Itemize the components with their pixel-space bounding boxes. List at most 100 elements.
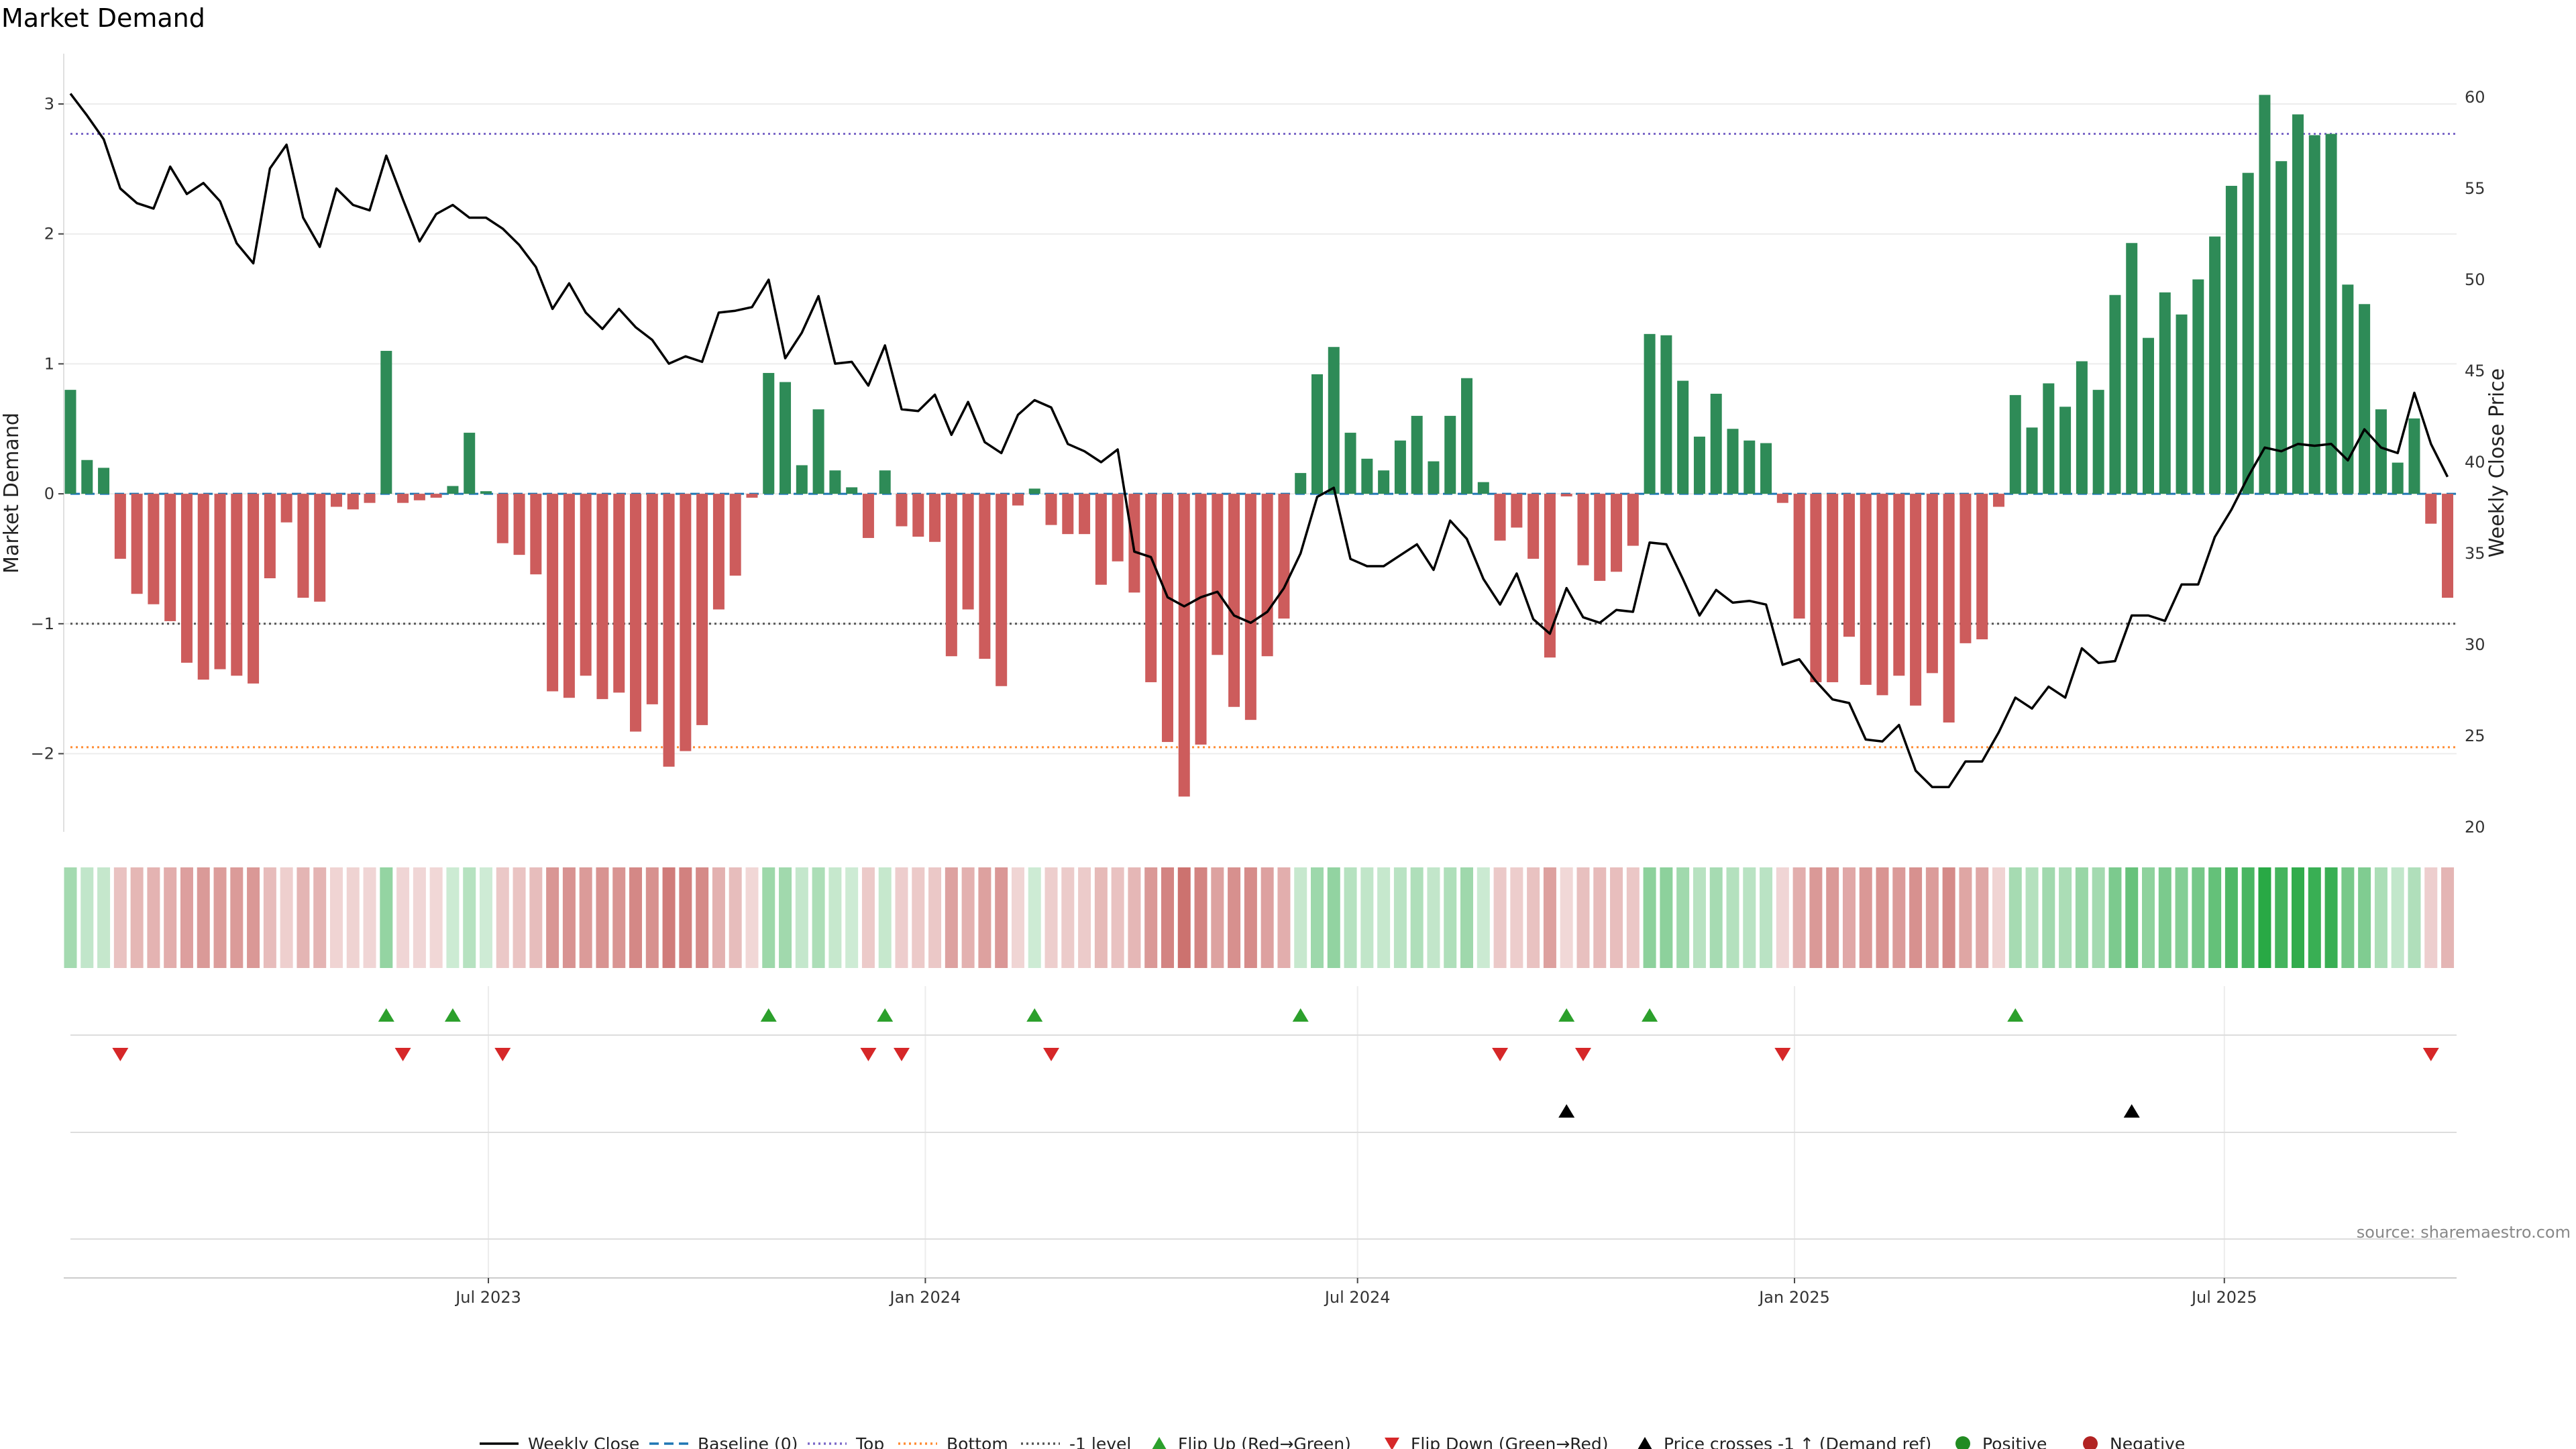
heat-cell bbox=[1760, 867, 1773, 968]
demand-bar bbox=[81, 460, 93, 494]
demand-bar bbox=[630, 494, 642, 732]
heat-cell bbox=[1144, 867, 1158, 968]
flip-down-marker bbox=[1574, 1048, 1591, 1061]
y-tick-label: 1 bbox=[44, 354, 54, 373]
demand-bar bbox=[1328, 347, 1340, 494]
heat-cell bbox=[729, 867, 742, 968]
flip-down-marker bbox=[394, 1048, 411, 1061]
flip-up-marker bbox=[378, 1008, 394, 1022]
demand-bar bbox=[580, 494, 592, 676]
demand-bar bbox=[1394, 440, 1406, 494]
demand-bar bbox=[1477, 482, 1489, 494]
demand-bar bbox=[1278, 494, 1290, 619]
heat-cell bbox=[1094, 867, 1108, 968]
demand-bar bbox=[746, 494, 758, 498]
heat-cell bbox=[1693, 867, 1706, 968]
demand-bar bbox=[929, 494, 941, 542]
heat-cell bbox=[2175, 867, 2188, 968]
demand-bar bbox=[596, 494, 608, 700]
heat-cell bbox=[1726, 867, 1739, 968]
heat-cell bbox=[1277, 867, 1291, 968]
heat-cell bbox=[1660, 867, 1673, 968]
demand-bar bbox=[2275, 161, 2288, 494]
demand-bar bbox=[796, 465, 808, 494]
demand-bar bbox=[1860, 494, 1872, 685]
heat-cell bbox=[1111, 867, 1124, 968]
price-cross-marker bbox=[1558, 1104, 1575, 1118]
y2-tick-label: 55 bbox=[2465, 179, 2485, 198]
heat-cell bbox=[912, 867, 925, 968]
heat-cell bbox=[1228, 867, 1241, 968]
demand-bar bbox=[962, 494, 974, 610]
heat-cell bbox=[1593, 867, 1607, 968]
demand-bar bbox=[2009, 394, 2021, 494]
y2-axis-label: Weekly Close Price bbox=[2485, 368, 2509, 557]
legend-down-swatch bbox=[1385, 1438, 1399, 1449]
price-cross-marker bbox=[2123, 1104, 2140, 1118]
heat-cell bbox=[2025, 867, 2039, 968]
heat-cell bbox=[928, 867, 942, 968]
demand-bar bbox=[879, 470, 891, 494]
x-tick-label: Jul 2024 bbox=[1324, 1288, 1391, 1307]
heat-cell bbox=[2258, 867, 2271, 968]
demand-bar bbox=[1776, 494, 1788, 503]
flip-up-marker bbox=[1026, 1008, 1043, 1022]
demand-bar bbox=[1910, 494, 1922, 706]
demand-bar bbox=[64, 390, 76, 494]
heat-cell bbox=[2192, 867, 2205, 968]
heat-cell bbox=[779, 867, 792, 968]
legend-up-swatch bbox=[1638, 1437, 1652, 1449]
demand-bar bbox=[1960, 494, 1972, 643]
heat-cell bbox=[828, 867, 842, 968]
legend-up-swatch bbox=[1152, 1437, 1167, 1449]
heat-cell bbox=[1527, 867, 1540, 968]
demand-bar bbox=[1992, 494, 2004, 507]
legend-label: Flip Up (Red→Green) bbox=[1178, 1434, 1351, 1449]
demand-bar bbox=[912, 494, 924, 537]
heat-cell bbox=[247, 867, 260, 968]
heat-cell bbox=[596, 867, 609, 968]
heat-cell bbox=[97, 867, 111, 968]
heat-cell bbox=[795, 867, 808, 968]
demand-bar bbox=[430, 494, 442, 498]
heat-cell bbox=[1892, 867, 1906, 968]
flip-up-marker bbox=[2007, 1008, 2024, 1022]
y2-tick-label: 50 bbox=[2465, 270, 2485, 289]
x-tick-label: Jul 2025 bbox=[2190, 1288, 2257, 1307]
demand-bar bbox=[347, 494, 359, 510]
heat-cell bbox=[2208, 867, 2222, 968]
demand-bar bbox=[464, 433, 476, 494]
demand-bar bbox=[729, 494, 741, 576]
heat-cell bbox=[629, 867, 643, 968]
demand-bar bbox=[114, 494, 126, 559]
heat-cell bbox=[80, 867, 94, 968]
heat-cell bbox=[2424, 867, 2438, 968]
heat-cell bbox=[1809, 867, 1823, 968]
demand-bar bbox=[180, 494, 193, 663]
y2-tick-label: 20 bbox=[2465, 818, 2485, 837]
flip-down-marker bbox=[2422, 1048, 2439, 1061]
heat-cell bbox=[2224, 867, 2238, 968]
heat-cell bbox=[1925, 867, 1939, 968]
heat-cell bbox=[1959, 867, 1972, 968]
heat-cell bbox=[2358, 867, 2371, 968]
heat-cell bbox=[845, 867, 859, 968]
heat-cell bbox=[429, 867, 443, 968]
heat-cell bbox=[1626, 867, 1640, 968]
demand-bar bbox=[1012, 494, 1024, 506]
heat-cell bbox=[1477, 867, 1490, 968]
demand-heat-strip bbox=[64, 867, 2455, 968]
demand-bar bbox=[1627, 494, 1639, 546]
heat-cell bbox=[263, 867, 276, 968]
heat-cell bbox=[1510, 867, 1523, 968]
demand-bars bbox=[64, 95, 2454, 797]
demand-bar bbox=[2242, 172, 2254, 494]
heat-cell bbox=[1676, 867, 1690, 968]
demand-bar bbox=[1511, 494, 1523, 528]
demand-bar bbox=[1228, 494, 1240, 707]
demand-bar bbox=[2076, 361, 2088, 494]
heat-cell bbox=[2374, 867, 2387, 968]
demand-bar bbox=[1095, 494, 1107, 585]
demand-bar bbox=[397, 494, 409, 503]
